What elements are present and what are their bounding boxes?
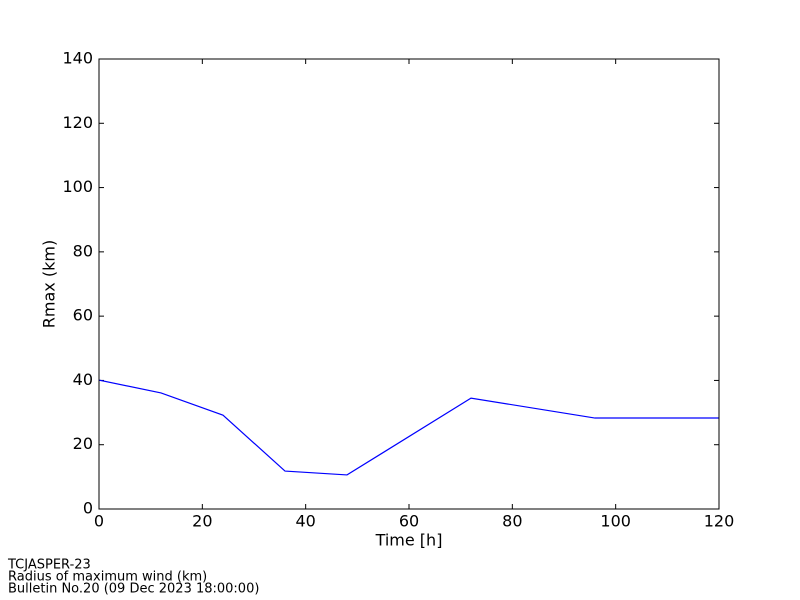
y-tick-label: 80 — [73, 241, 93, 260]
x-tick-label: 40 — [295, 512, 315, 531]
plot-frame — [98, 58, 720, 510]
x-tick-label: 0 — [94, 512, 104, 531]
x-tick-label: 100 — [600, 512, 631, 531]
x-tick-label: 20 — [192, 512, 212, 531]
line-series — [98, 379, 719, 476]
y-tick-label: 20 — [73, 434, 93, 453]
y-axis-label: Rmax (km) — [40, 240, 59, 328]
y-tick-label: 0 — [83, 499, 93, 518]
y-tick-label: 40 — [73, 370, 93, 389]
y-tick-label: 120 — [62, 113, 93, 132]
x-tick-label: 120 — [704, 512, 735, 531]
x-tick-label: 60 — [399, 512, 419, 531]
x-tick-label: 80 — [502, 512, 522, 531]
footer-text: Bulletin No.20 (09 Dec 2023 18:00:00) — [8, 582, 259, 597]
y-tick-label: 140 — [62, 49, 93, 68]
footer-text: TCJASPER-23 — [7, 558, 91, 573]
x-axis-label: Time [h] — [375, 531, 443, 550]
y-tick-label: 60 — [73, 306, 93, 325]
y-tick-label: 100 — [62, 177, 93, 196]
footer-text: Radius of maximum wind (km) — [8, 570, 207, 585]
